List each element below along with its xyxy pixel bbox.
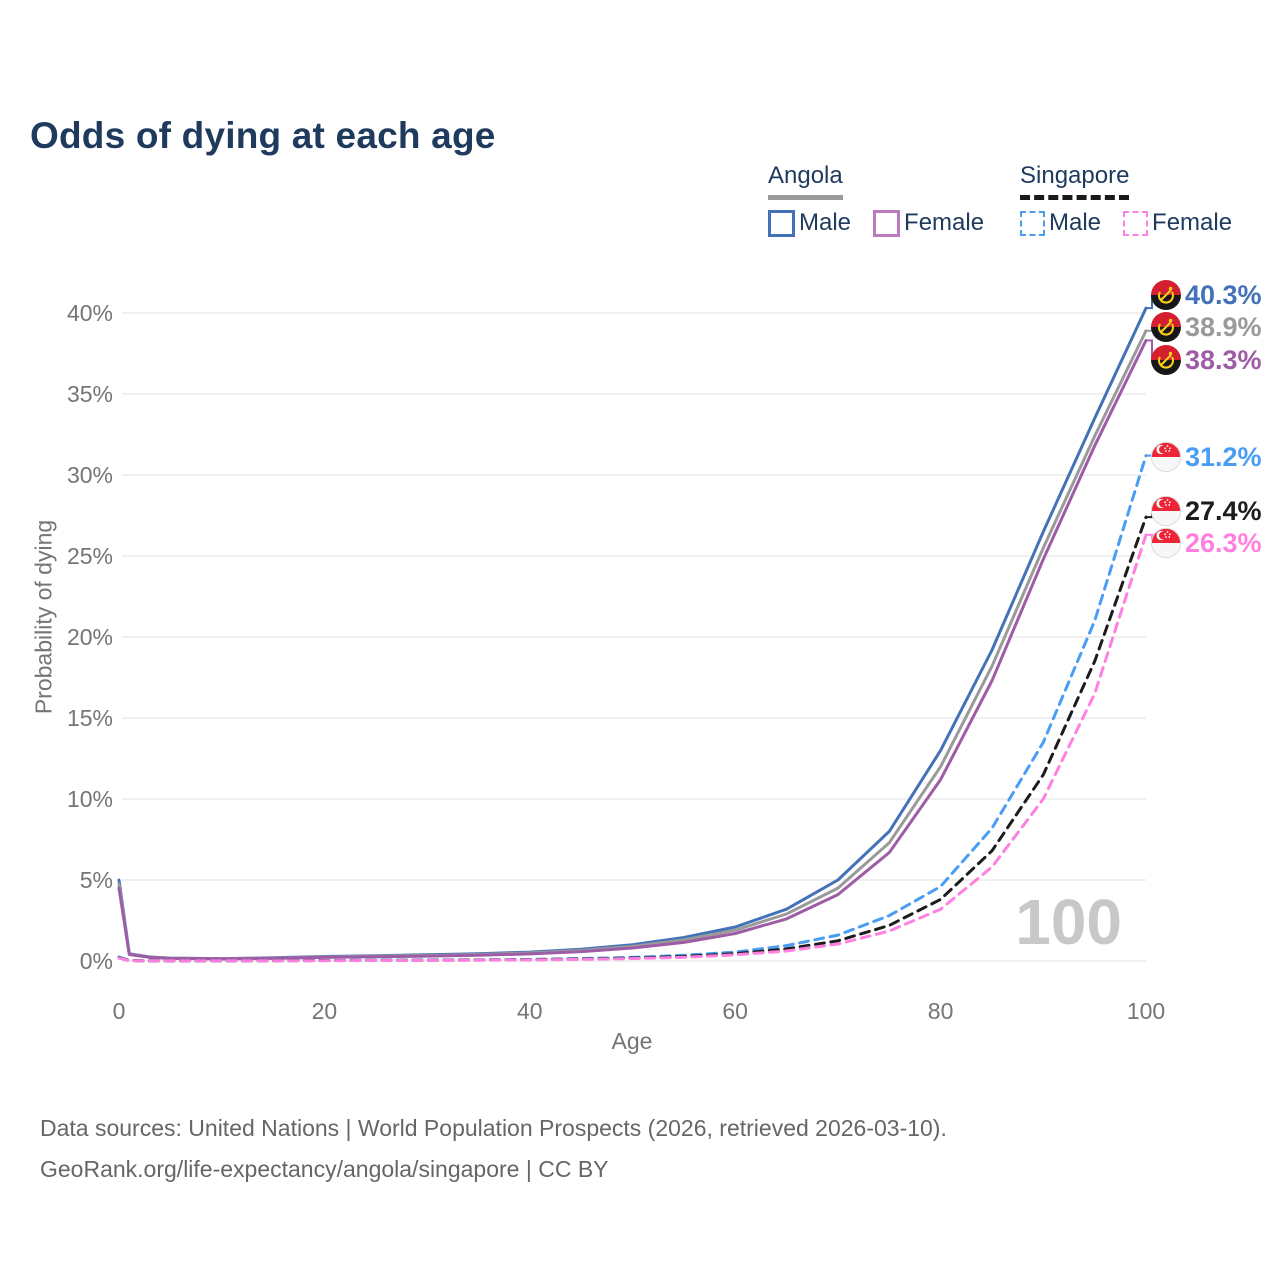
- y-tick-label: 35%: [67, 381, 113, 407]
- singapore-flag-icon: [1150, 441, 1182, 473]
- legend-item-label: Female: [904, 209, 985, 236]
- y-tick-label: 30%: [67, 462, 113, 488]
- end-value-label: 26.3%: [1185, 528, 1262, 558]
- footer: Data sources: United Nations | World Pop…: [40, 1108, 947, 1190]
- y-tick-label: 40%: [67, 300, 113, 326]
- legend-country-singapore[interactable]: Singapore: [1020, 162, 1130, 200]
- footer-data-sources: Data sources: United Nations | World Pop…: [40, 1115, 947, 1141]
- line-singapore-female[interactable]: [117, 533, 1148, 963]
- x-tick-label: 40: [517, 998, 543, 1024]
- legend-group-angola: Angola Male Female: [768, 162, 984, 237]
- x-tick-label: 0: [113, 998, 126, 1024]
- y-tick-label: 15%: [67, 705, 113, 731]
- x-tick-label: 60: [722, 998, 748, 1024]
- legend-group-singapore: Singapore Male Female: [1020, 162, 1232, 237]
- singapore-flag-icon: [1150, 495, 1182, 527]
- hover-age-watermark: 100: [1015, 886, 1122, 958]
- legend-item-singapore-male[interactable]: Male: [1020, 209, 1101, 237]
- x-tick-label: 100: [1127, 998, 1165, 1024]
- legend-item-angola-female[interactable]: Female: [873, 209, 984, 237]
- y-tick-label: 5%: [80, 867, 113, 893]
- angola-flag-icon: [1151, 312, 1181, 342]
- y-tick-label: 0%: [80, 948, 113, 974]
- y-tick-label: 20%: [67, 624, 113, 650]
- legend-item-angola-male[interactable]: Male: [768, 209, 851, 237]
- angola-flag-icon: [1151, 345, 1181, 375]
- singapore-female-swatch-icon: [1123, 210, 1149, 236]
- singapore-flag-icon: [1150, 527, 1182, 559]
- line-singapore-male[interactable]: [117, 454, 1148, 963]
- legend-items-singapore: Male Female: [1020, 209, 1232, 237]
- legend-item-label: Male: [1049, 209, 1102, 236]
- line-angola-male[interactable]: [117, 306, 1148, 961]
- legend-items-angola: Male Female: [768, 209, 984, 237]
- end-value-label: 27.4%: [1185, 496, 1262, 526]
- page-title: Odds of dying at each age: [30, 114, 496, 156]
- end-value-label: 40.3%: [1185, 280, 1262, 310]
- x-tick-label: 80: [928, 998, 954, 1024]
- legend-item-label: Male: [799, 209, 852, 236]
- line-angola-both-sexes[interactable]: [117, 329, 1148, 961]
- end-value-label: 31.2%: [1185, 442, 1262, 472]
- end-value-label: 38.9%: [1185, 312, 1262, 342]
- legend-country-angola[interactable]: Angola: [768, 162, 843, 200]
- end-value-label: 38.3%: [1185, 345, 1262, 375]
- angola-female-swatch-icon: [873, 209, 901, 237]
- footer-attribution: GeoRank.org/life-expectancy/angola/singa…: [40, 1156, 609, 1182]
- y-tick-label: 10%: [67, 786, 113, 812]
- x-tick-label: 20: [312, 998, 338, 1024]
- angola-flag-icon: [1151, 280, 1181, 310]
- legend-item-singapore-female[interactable]: Female: [1123, 209, 1232, 237]
- y-tick-label: 25%: [67, 543, 113, 569]
- line-angola-female[interactable]: [117, 339, 1148, 961]
- x-axis-title: Age: [612, 1028, 653, 1054]
- legend: Angola Male Female Singapore Male: [0, 162, 1280, 242]
- angola-male-swatch-icon: [768, 209, 795, 237]
- line-singapore-both-sexes[interactable]: [117, 515, 1148, 963]
- singapore-male-swatch-icon: [1020, 210, 1045, 236]
- legend-item-label: Female: [1152, 209, 1233, 236]
